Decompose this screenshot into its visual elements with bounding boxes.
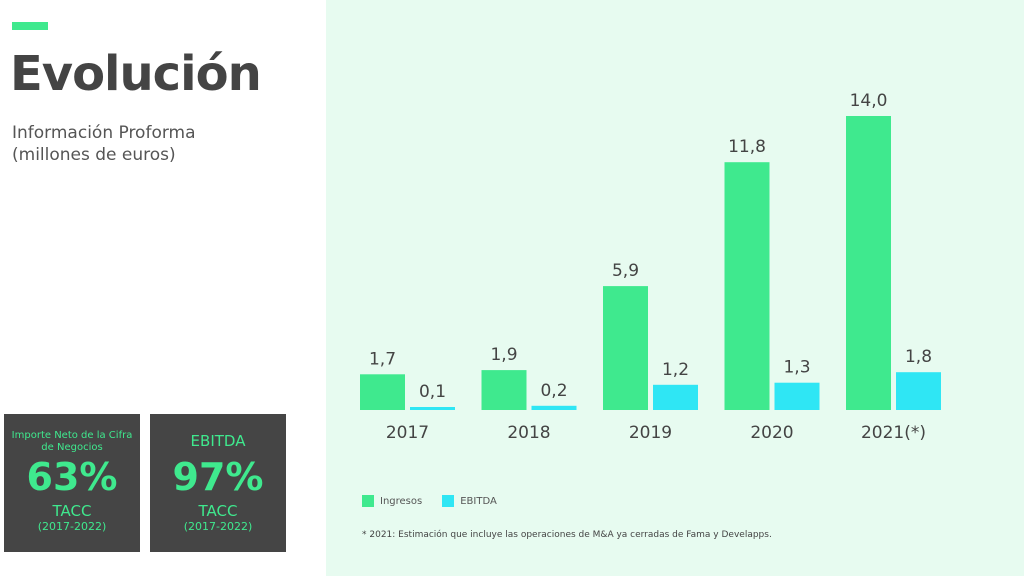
data-label: 1,8 bbox=[905, 347, 932, 367]
data-label: 1,3 bbox=[783, 358, 810, 378]
chart-panel bbox=[326, 0, 1024, 576]
data-label: 1,2 bbox=[662, 360, 689, 380]
bar-ebitda-2017 bbox=[410, 407, 455, 410]
x-tick-label: 2020 bbox=[750, 423, 793, 443]
kpi-value: 97% bbox=[172, 455, 264, 499]
data-label: 14,0 bbox=[850, 91, 888, 111]
chart-legend: Ingresos EBITDA bbox=[362, 495, 497, 507]
kpi-value: 63% bbox=[26, 455, 118, 499]
legend-swatch-ebitda bbox=[442, 495, 455, 507]
x-tick-label: 2019 bbox=[629, 423, 672, 443]
kpi-ebitda-cagr: EBITDA 97% TACC (2017-2022) bbox=[150, 414, 286, 552]
kpi-metric: TACC bbox=[198, 502, 238, 520]
bar-ebitda-2021(*) bbox=[896, 372, 941, 410]
x-tick-label: 2018 bbox=[507, 423, 550, 443]
data-label: 1,7 bbox=[369, 349, 396, 369]
x-tick-label: 2017 bbox=[386, 423, 429, 443]
kpi-period: (2017-2022) bbox=[37, 520, 107, 533]
legend-swatch-ingresos bbox=[362, 495, 374, 507]
data-label: 0,1 bbox=[419, 382, 446, 402]
kpi-label: EBITDA bbox=[190, 432, 246, 450]
bar-ingresos-2020 bbox=[724, 162, 770, 410]
data-label: 5,9 bbox=[612, 261, 639, 281]
kpi-label: Importe Neto de la Cifra de Negocios bbox=[11, 430, 133, 453]
footnote: * 2021: Estimación que incluye las opera… bbox=[362, 530, 772, 540]
bar-ingresos-2019 bbox=[603, 286, 648, 410]
kpi-period: (2017-2022) bbox=[183, 520, 253, 533]
data-label: 0,2 bbox=[540, 381, 567, 401]
bar-ingresos-2017 bbox=[360, 374, 405, 410]
bar-ebitda-2018 bbox=[531, 405, 577, 410]
page-title: Evolución bbox=[10, 46, 262, 102]
bar-ingresos-2018 bbox=[481, 370, 527, 410]
subtitle-line-1: Información Proforma bbox=[12, 123, 196, 143]
legend-label-ebitda: EBITDA bbox=[460, 495, 497, 507]
x-tick-label: 2021(*) bbox=[861, 423, 926, 443]
bar-ebitda-2020 bbox=[774, 382, 820, 410]
kpi-metric: TACC bbox=[52, 502, 92, 520]
kpi-revenue-cagr: Importe Neto de la Cifra de Negocios 63%… bbox=[4, 414, 140, 552]
page-subtitle: Información Proforma (millones de euros) bbox=[12, 122, 196, 166]
data-label: 1,9 bbox=[490, 345, 517, 365]
bar-ebitda-2019 bbox=[653, 384, 698, 410]
legend-label-ingresos: Ingresos bbox=[380, 495, 423, 507]
data-label: 11,8 bbox=[728, 137, 766, 157]
subtitle-line-2: (millones de euros) bbox=[12, 145, 176, 165]
bar-ingresos-2021(*) bbox=[846, 116, 891, 410]
title-accent-bar bbox=[12, 22, 48, 30]
